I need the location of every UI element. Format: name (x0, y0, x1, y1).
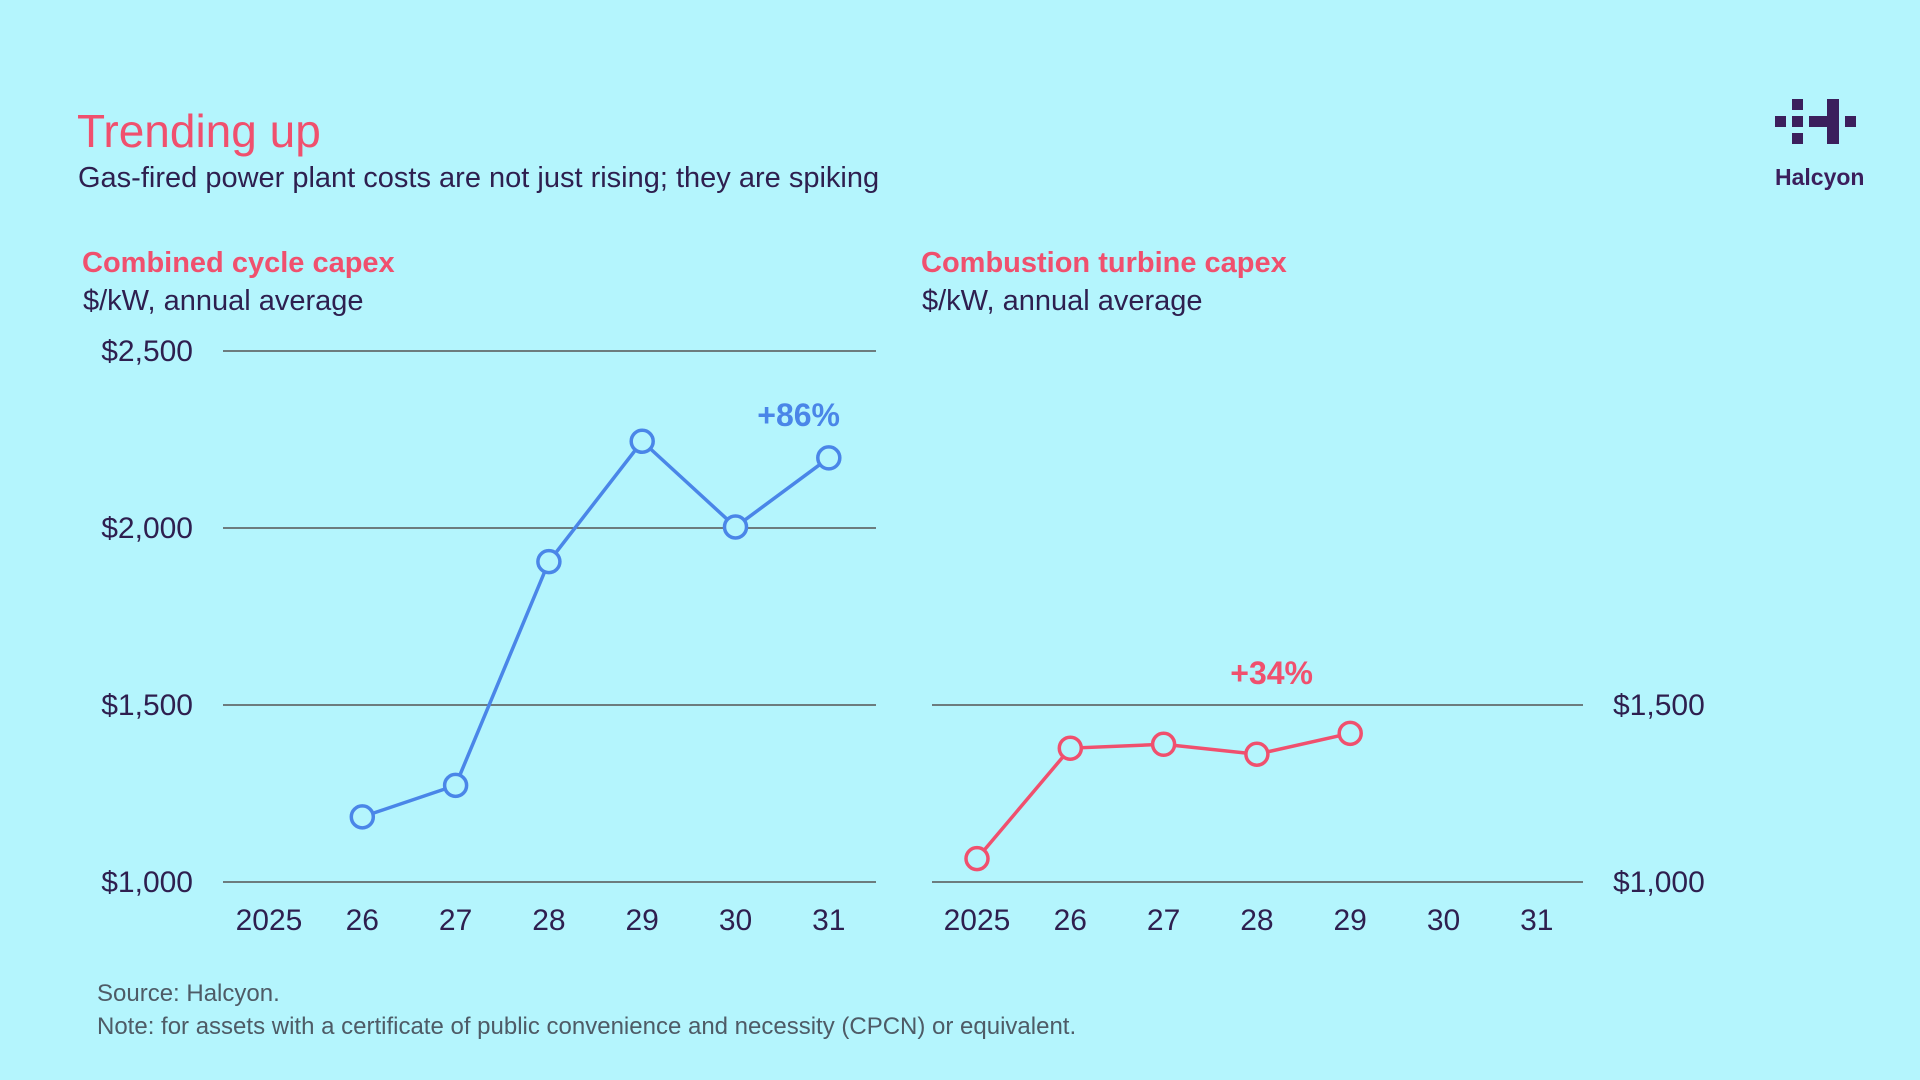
right-data-point (1337, 720, 1363, 747)
halcyon-logo (1775, 97, 1867, 157)
left-y-tick-label: $1,500 (101, 689, 193, 722)
page-title: Trending up (77, 105, 321, 157)
halcyon-logo-icon (1775, 99, 1856, 144)
right-data-point (1150, 731, 1177, 758)
left-change-annotation: +86% (757, 397, 840, 433)
right-chart-title: Combustion turbine capex (921, 247, 1287, 279)
left-y-tick-label: $2,000 (101, 512, 193, 545)
right-x-tick-label: 26 (1054, 904, 1087, 937)
left-data-point (536, 548, 562, 575)
left-y-tick-label: $1,000 (101, 866, 193, 899)
right-data-point (964, 845, 990, 872)
right-x-tick-label: 30 (1427, 904, 1460, 937)
logo-text: Halcyon (1775, 164, 1865, 190)
right-y-tick-label: $1,000 (1613, 866, 1705, 899)
right-data-point (1057, 735, 1084, 761)
source-text: Source: Halcyon. (97, 980, 280, 1007)
right-data-point (1244, 741, 1270, 767)
left-x-tick-label: 31 (812, 904, 845, 937)
right-x-tick-label: 28 (1240, 904, 1273, 937)
right-x-tick-label: 31 (1520, 904, 1553, 937)
left-chart-title: Combined cycle capex (82, 247, 395, 279)
right-x-tick-label: 27 (1147, 904, 1180, 937)
right-y-tick-label: $1,500 (1613, 689, 1705, 722)
left-chart-unit: $/kW, annual average (83, 285, 364, 317)
page-subtitle: Gas-fired power plant costs are not just… (78, 162, 880, 194)
left-data-point (816, 445, 842, 471)
left-data-point (442, 772, 469, 799)
left-x-tick-label: 26 (346, 904, 379, 937)
right-change-annotation: +34% (1230, 655, 1313, 691)
left-y-tick-label: $2,500 (101, 335, 193, 368)
left-x-tick-label: 28 (532, 904, 565, 937)
left-x-tick-label: 2025 (236, 904, 303, 937)
left-x-tick-label: 27 (439, 904, 472, 937)
left-data-point (722, 514, 749, 540)
right-x-tick-label: 2025 (944, 904, 1011, 937)
right-chart-unit: $/kW, annual average (922, 285, 1203, 317)
right-x-tick-label: 29 (1334, 904, 1367, 937)
left-x-tick-label: 30 (719, 904, 752, 937)
left-data-point (349, 804, 376, 830)
left-data-point (629, 428, 655, 455)
left-series-line (361, 438, 830, 819)
note-text: Note: for assets with a certificate of p… (97, 1013, 1077, 1040)
left-x-tick-label: 29 (626, 904, 659, 937)
